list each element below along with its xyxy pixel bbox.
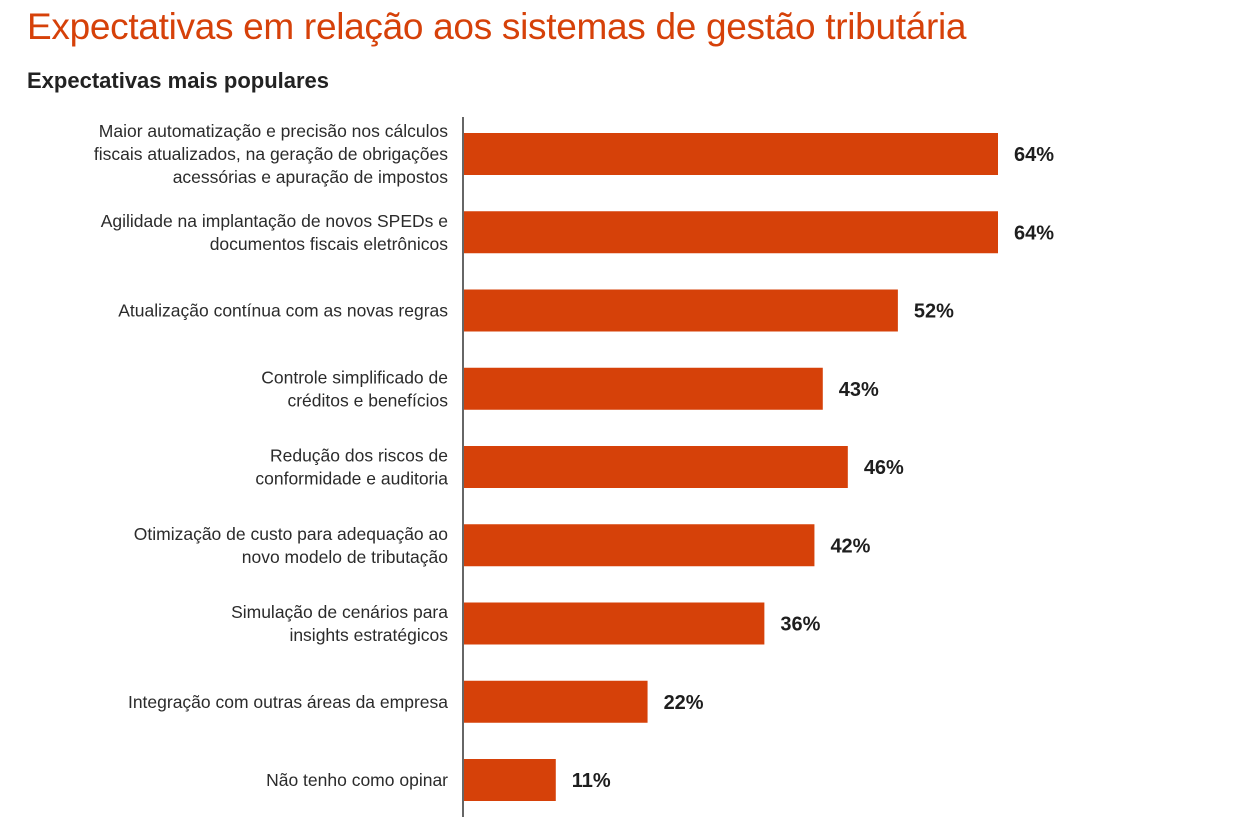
category-label: Agilidade na implantação de novos SPEDs … [101,211,449,254]
value-label: 64% [1014,144,1054,166]
value-label: 46% [864,457,904,479]
bar [464,133,998,175]
chart-title: Expectativas em relação aos sistemas de … [27,6,967,47]
category-label: Integração com outras áreas da empresa [128,692,448,712]
value-label: 22% [664,692,704,714]
bar [464,211,998,254]
category-label: Otimização de custo para adequação ao nov… [134,524,448,567]
category-label: Redução dos riscos de conformidade e audi… [255,446,448,489]
bar [464,289,898,332]
bar [464,446,848,488]
bar [464,602,765,645]
value-label: 11% [572,770,611,792]
bar [464,680,648,723]
category-label: Controle simplificado de créditos e benef… [261,367,448,410]
bar [464,524,815,567]
value-label: 64% [1014,222,1054,244]
bar [464,759,556,801]
category-label: Atualização contínua com as novas regras [118,301,448,321]
value-label: 36% [780,614,820,636]
category-label: Simulação de cenários para insights estra… [231,602,448,645]
value-label: 52% [914,301,954,323]
category-label: Maior automatização e precisão nos cálcu… [94,121,448,187]
bar [464,367,823,410]
category-label: Não tenho como opinar [266,770,448,790]
value-label: 43% [839,379,879,401]
chart-subtitle: Expectativas mais populares [27,68,330,93]
value-label: 42% [830,535,870,557]
